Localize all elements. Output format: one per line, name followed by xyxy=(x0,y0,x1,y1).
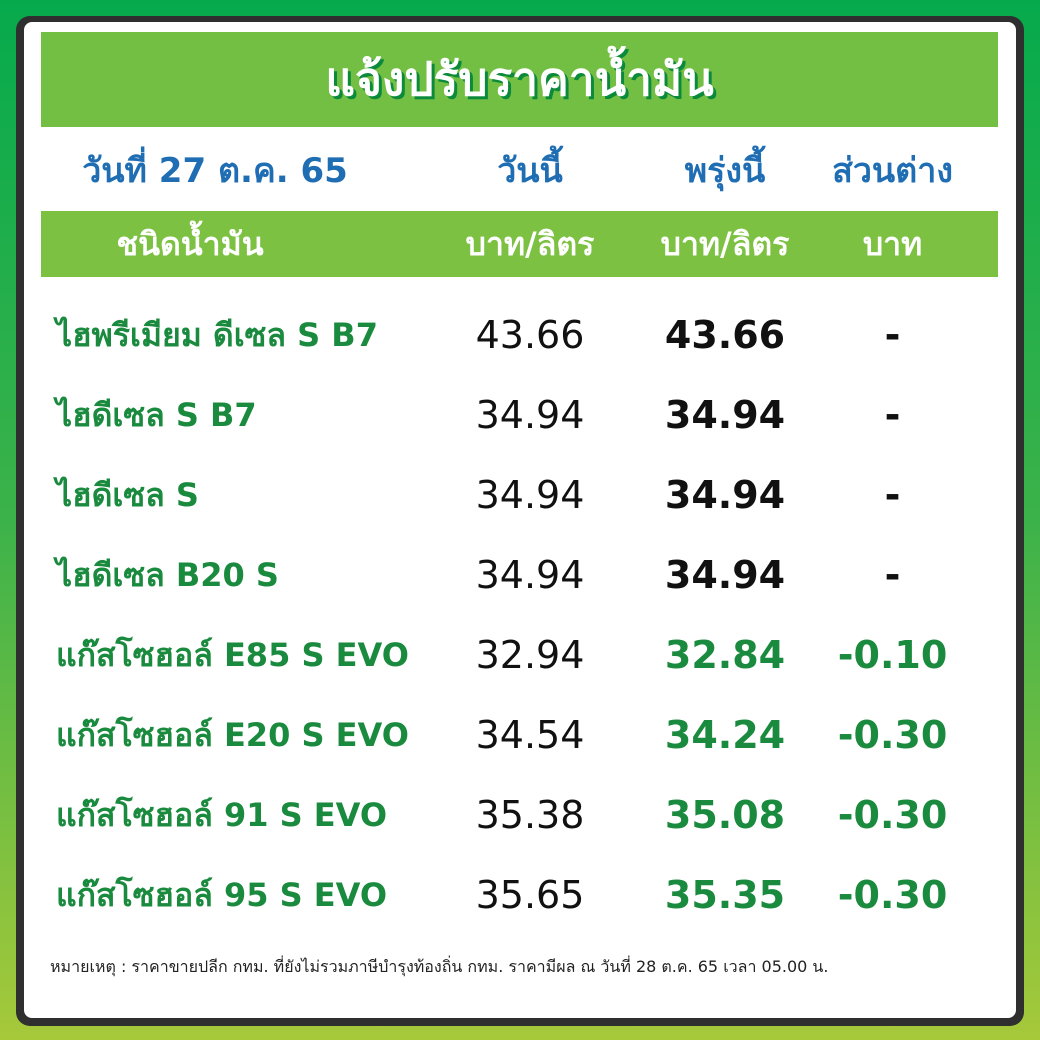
price-difference: -0.30 xyxy=(837,793,948,837)
tomorrow-price: 34.24 xyxy=(664,713,786,757)
tomorrow-price: 43.66 xyxy=(664,313,786,357)
today-price: 35.65 xyxy=(475,873,585,917)
fuel-name: แก๊สโซฮอล์ 91 S EVO xyxy=(56,795,388,834)
fuel-name: ไฮดีเซล B20 S xyxy=(56,555,279,594)
tomorrow-header: พรุ่งนี้ xyxy=(684,151,766,191)
tomorrow-price: 35.08 xyxy=(664,793,786,837)
today-price: 34.54 xyxy=(475,713,585,757)
price-difference: -0.30 xyxy=(837,713,948,757)
tomorrow-price: 34.94 xyxy=(664,473,786,517)
table-row: ไฮดีเซล S B7 34.94 34.94 - xyxy=(0,375,1040,455)
price-difference: - xyxy=(884,473,901,517)
tomorrow-price: 32.84 xyxy=(664,633,786,677)
fuel-name: แก๊สโซฮอล์ E20 S EVO xyxy=(56,715,409,754)
today-header: วันนี้ xyxy=(497,151,563,191)
price-difference: -0.10 xyxy=(837,633,948,677)
table-row: แก๊สโซฮอล์ 95 S EVO 35.65 35.35 -0.30 xyxy=(0,855,1040,935)
price-difference: - xyxy=(884,553,901,597)
footnote: หมายเหตุ : ราคาขายปลีก กทม. ที่ยังไม่รวม… xyxy=(50,957,829,976)
fuel-type-header: ชนิดน้ำมัน xyxy=(116,224,264,263)
table-row: แก๊สโซฮอล์ 91 S EVO 35.38 35.08 -0.30 xyxy=(0,775,1040,855)
column-header-bar xyxy=(41,211,998,277)
fuel-name: ไฮดีเซล S B7 xyxy=(56,395,257,434)
today-price: 34.94 xyxy=(475,553,585,597)
table-row: ไฮดีเซล B20 S 34.94 34.94 - xyxy=(0,535,1040,615)
today-price: 34.94 xyxy=(475,473,585,517)
difference-header: ส่วนต่าง xyxy=(832,151,953,191)
today-price: 32.94 xyxy=(475,633,585,677)
tomorrow-price: 35.35 xyxy=(664,873,786,917)
card xyxy=(24,22,1016,1018)
price-difference: - xyxy=(884,393,901,437)
fuel-name: ไฮดีเซล S xyxy=(56,475,199,514)
fuel-name: แก๊สโซฮอล์ E85 S EVO xyxy=(56,635,409,674)
table-row: แก๊สโซฮอล์ E85 S EVO 32.94 32.84 -0.10 xyxy=(0,615,1040,695)
page-title: แจ้งปรับราคาน้ำมัน xyxy=(325,52,714,106)
today-price: 43.66 xyxy=(475,313,585,357)
table-row: แก๊สโซฮอล์ E20 S EVO 34.54 34.24 -0.30 xyxy=(0,695,1040,775)
price-difference: - xyxy=(884,313,901,357)
fuel-name: ไฮพรีเมียม ดีเซล S B7 xyxy=(56,315,378,354)
title-bar: แจ้งปรับราคาน้ำมัน xyxy=(41,32,998,127)
tomorrow-price: 34.94 xyxy=(664,393,786,437)
table-row: ไฮดีเซล S 34.94 34.94 - xyxy=(0,455,1040,535)
tomorrow-unit-header: บาท/ลิตร xyxy=(660,224,790,263)
fuel-name: แก๊สโซฮอล์ 95 S EVO xyxy=(56,875,388,914)
today-price: 35.38 xyxy=(475,793,585,837)
tomorrow-price: 34.94 xyxy=(664,553,786,597)
diff-unit-header: บาท xyxy=(862,224,923,263)
date-label: วันที่ 27 ต.ค. 65 xyxy=(82,151,348,191)
table-row: ไฮพรีเมียม ดีเซล S B7 43.66 43.66 - xyxy=(0,295,1040,375)
today-price: 34.94 xyxy=(475,393,585,437)
price-difference: -0.30 xyxy=(837,873,948,917)
today-unit-header: บาท/ลิตร xyxy=(465,224,595,263)
